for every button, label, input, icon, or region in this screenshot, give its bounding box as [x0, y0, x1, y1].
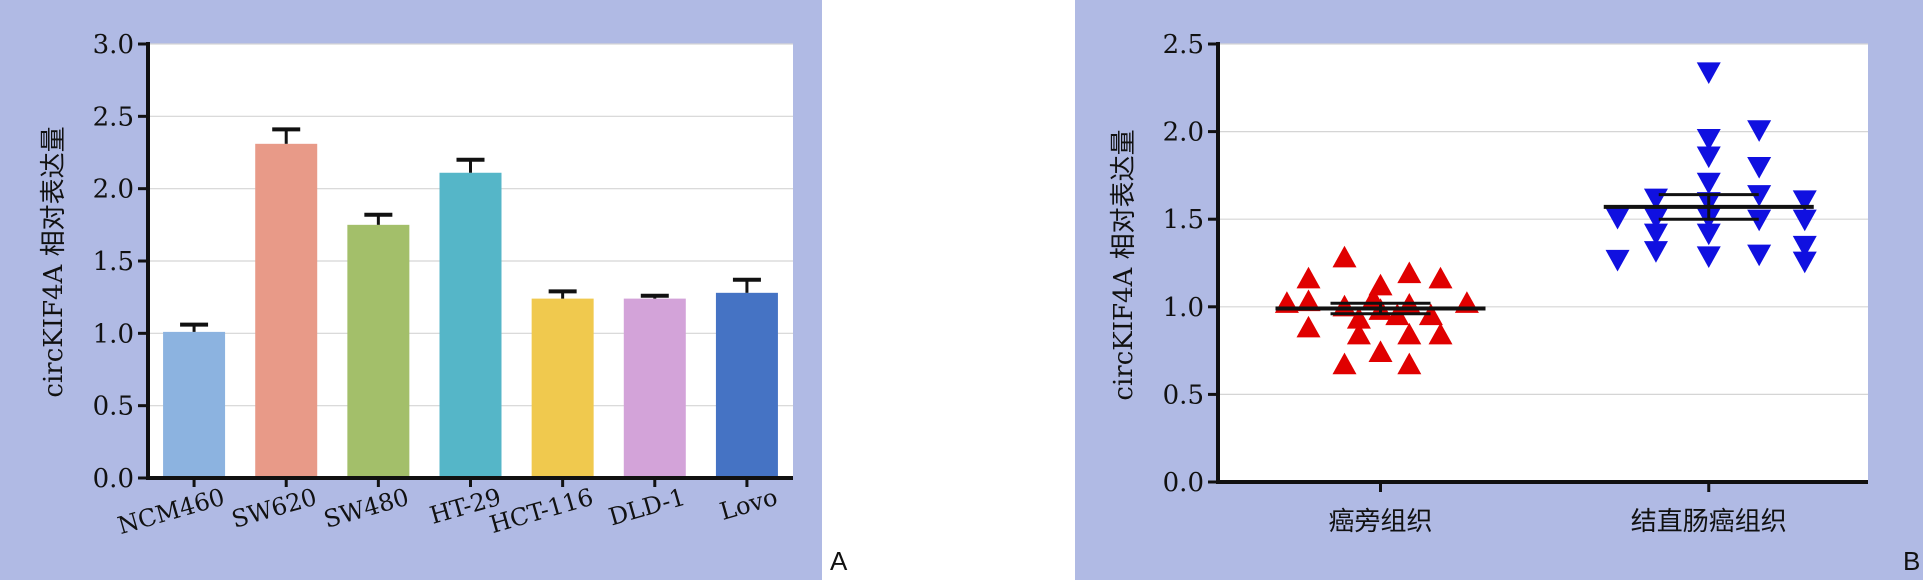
- y-tick-label: 3.0: [93, 30, 134, 60]
- data-point-marker: [1332, 352, 1357, 375]
- bar: [255, 143, 318, 478]
- data-point-marker: [1747, 157, 1772, 179]
- y-tick-label: 0.5: [1163, 380, 1204, 410]
- panel-a-bars: [163, 143, 778, 478]
- panel-b-mean-lines: [1275, 193, 1814, 316]
- data-point-marker: [1747, 244, 1772, 267]
- panel-b: 0.0 0.5 1.0 1.5 2.0 2.5 癌旁组织 结直肠癌组织 circKIF4A …: [1075, 0, 1923, 580]
- data-point-marker: [1696, 129, 1721, 151]
- data-point-marker: [1428, 266, 1453, 289]
- data-point-marker: [1296, 315, 1321, 338]
- y-tick-label: 1.0: [1163, 293, 1204, 323]
- panel-b-axes: [1216, 42, 1868, 484]
- panel-a-y-axis-label: circKIF4A 相对表达量: [39, 126, 69, 397]
- panel-b-x-ticks: 癌旁组织 结直肠癌组织: [1328, 482, 1787, 537]
- panel-a: 0.00.51.01.52.02.53.0 NCM460 SW620 SW480 HT…: [0, 0, 848, 580]
- y-tick-label: 2.5: [93, 102, 134, 132]
- data-point-marker: [1346, 307, 1371, 329]
- data-point-marker: [1747, 120, 1772, 142]
- bar: [439, 172, 502, 478]
- panel-a-y-ticks: 0.0 0.5 1.0 1.5 2.0 2.5 3.0: [93, 30, 148, 494]
- data-point-marker: [1696, 62, 1721, 85]
- data-point-marker: [1696, 246, 1721, 268]
- bar: [623, 298, 686, 478]
- panel-b-label: B: [1903, 546, 1920, 576]
- y-tick-label: 0.0: [93, 464, 134, 494]
- data-point-marker: [1397, 261, 1422, 284]
- panel-a-label: A: [830, 546, 848, 576]
- data-point-marker: [1296, 266, 1321, 289]
- data-point-marker: [1792, 209, 1817, 232]
- y-tick-label: 2.0: [93, 175, 134, 205]
- data-point-marker: [1747, 185, 1772, 207]
- data-point-marker: [1696, 146, 1721, 169]
- data-point-marker: [1696, 223, 1721, 246]
- y-tick-label: 1.5: [1163, 205, 1204, 235]
- data-point-marker: [1643, 207, 1668, 230]
- bar: [347, 224, 410, 478]
- data-point-marker: [1397, 352, 1422, 375]
- data-point-marker: [1643, 241, 1668, 263]
- bar: [163, 331, 226, 478]
- panel-b-plot-area: [1218, 44, 1868, 482]
- data-point-marker: [1792, 235, 1817, 258]
- data-point-marker: [1428, 322, 1453, 345]
- data-point-marker: [1397, 322, 1422, 345]
- panel-a-error-bars: [180, 127, 761, 332]
- data-point-marker: [1332, 245, 1357, 268]
- data-point-marker: [1368, 273, 1393, 296]
- data-point-marker: [1418, 303, 1443, 326]
- y-tick-label: 1.5: [93, 247, 134, 277]
- data-point-marker: [1332, 294, 1357, 317]
- data-point-marker: [1747, 209, 1772, 232]
- data-point-marker: [1792, 190, 1817, 212]
- data-point-marker: [1346, 322, 1371, 345]
- y-tick-label: 2.0: [1163, 118, 1204, 148]
- y-tick-label: 1.0: [93, 319, 134, 349]
- bar: [531, 298, 594, 478]
- data-point-marker: [1368, 340, 1393, 362]
- data-point-marker: [1792, 251, 1817, 274]
- x-tick-label: 癌旁组织: [1328, 507, 1432, 537]
- panel-b-y-ticks: 0.0 0.5 1.0 1.5 2.0 2.5: [1163, 30, 1218, 498]
- panel-b-y-axis-label: circKIF4A 相对表达量: [1109, 129, 1139, 400]
- y-tick-label: 0.0: [1163, 468, 1204, 498]
- data-point-marker: [1643, 223, 1668, 246]
- data-point-marker: [1696, 172, 1721, 195]
- y-tick-label: 0.5: [93, 392, 134, 422]
- y-tick-label: 2.5: [1163, 30, 1204, 60]
- data-point-marker: [1296, 289, 1321, 312]
- data-point-marker: [1605, 207, 1630, 230]
- x-tick-label: 结直肠癌组织: [1631, 507, 1787, 537]
- data-point-marker: [1605, 249, 1630, 272]
- bar: [715, 292, 778, 478]
